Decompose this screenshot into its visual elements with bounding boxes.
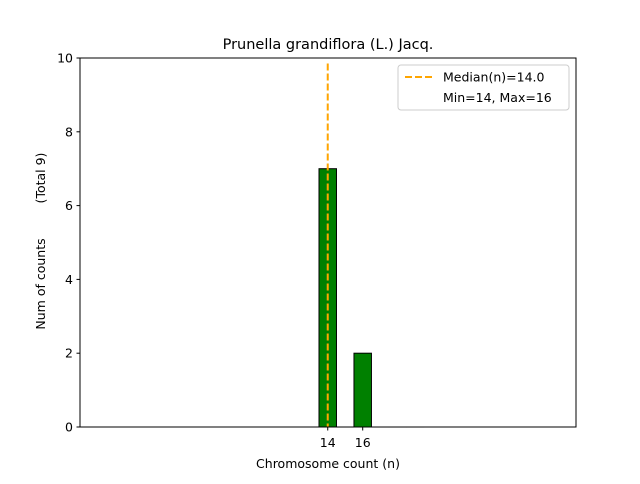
y-tick-label: 4 xyxy=(65,272,73,287)
x-tick-label: 14 xyxy=(320,435,336,450)
y-axis-label: Num of counts xyxy=(33,238,48,329)
chart-title: Prunella grandiflora (L.) Jacq. xyxy=(223,37,434,53)
y-tick-label: 0 xyxy=(65,420,73,435)
legend-median-label: Median(n)=14.0 xyxy=(443,70,544,85)
x-tick-label: 16 xyxy=(355,435,371,450)
legend: Median(n)=14.0 Min=14, Max=16 xyxy=(398,65,569,110)
y-axis-total-label: (Total 9) xyxy=(33,153,48,204)
y-tick-label: 6 xyxy=(65,198,73,213)
y-tick-label: 10 xyxy=(57,51,73,66)
x-axis-label: Chromosome count (n) xyxy=(256,456,400,471)
bar-16 xyxy=(354,353,371,427)
y-tick-label: 8 xyxy=(65,124,73,139)
legend-minmax-label: Min=14, Max=16 xyxy=(443,90,552,105)
y-tick-label: 2 xyxy=(65,346,73,361)
